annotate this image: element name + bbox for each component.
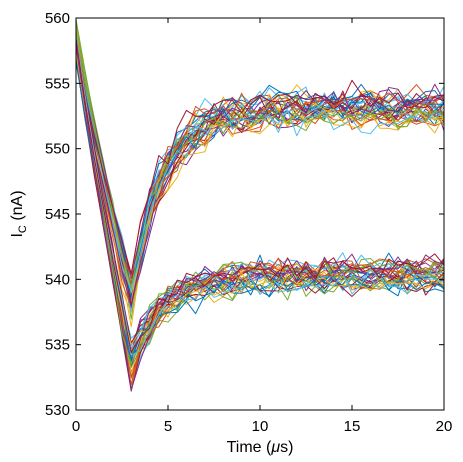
series-line-group-2 — [76, 38, 444, 353]
y-tick-label: 530 — [45, 402, 70, 419]
series-line-group-1 — [76, 49, 444, 275]
series-line-group-1 — [76, 34, 444, 308]
x-tick-label: 0 — [72, 418, 80, 435]
y-axis-label-main: I — [9, 233, 26, 237]
x-axis-label-prefix: Time ( — [227, 439, 272, 456]
series-line-group-1 — [76, 32, 444, 292]
series-line-group-1 — [76, 31, 444, 289]
series-line-group-2 — [76, 51, 444, 345]
series-line-group-2 — [76, 45, 444, 391]
series-line-group-1 — [76, 31, 444, 278]
series-line-group-1 — [76, 50, 444, 294]
y-axis-label-sub: C — [17, 225, 29, 233]
y-tick-label: 540 — [45, 271, 70, 288]
x-tick-label: 20 — [436, 418, 453, 435]
y-tick-label: 555 — [45, 75, 70, 92]
x-tick-label: 5 — [164, 418, 172, 435]
series-line-group-2 — [76, 34, 444, 356]
y-tick-label: 550 — [45, 141, 70, 158]
x-tick-label: 10 — [252, 418, 269, 435]
tick-layer: 0 5 10 15 20 530 535 540 545 550 555 560 — [45, 10, 452, 435]
series-line-group-2 — [76, 58, 444, 360]
x-axis-label: Time (μs) — [227, 439, 294, 456]
series-line-group-1 — [76, 53, 444, 293]
y-tick-label: 560 — [45, 10, 70, 27]
y-tick-label: 545 — [45, 206, 70, 223]
series-layer — [76, 19, 444, 392]
x-axis-label-symbol: μ — [270, 439, 280, 456]
y-axis-label: IC (nA) — [9, 190, 29, 237]
series-line-group-2 — [76, 32, 444, 392]
x-axis-label-suffix: s) — [280, 439, 293, 456]
x-tick-label: 15 — [344, 418, 361, 435]
y-axis-label-unit: (nA) — [9, 190, 26, 225]
y-tick-label: 535 — [45, 337, 70, 354]
